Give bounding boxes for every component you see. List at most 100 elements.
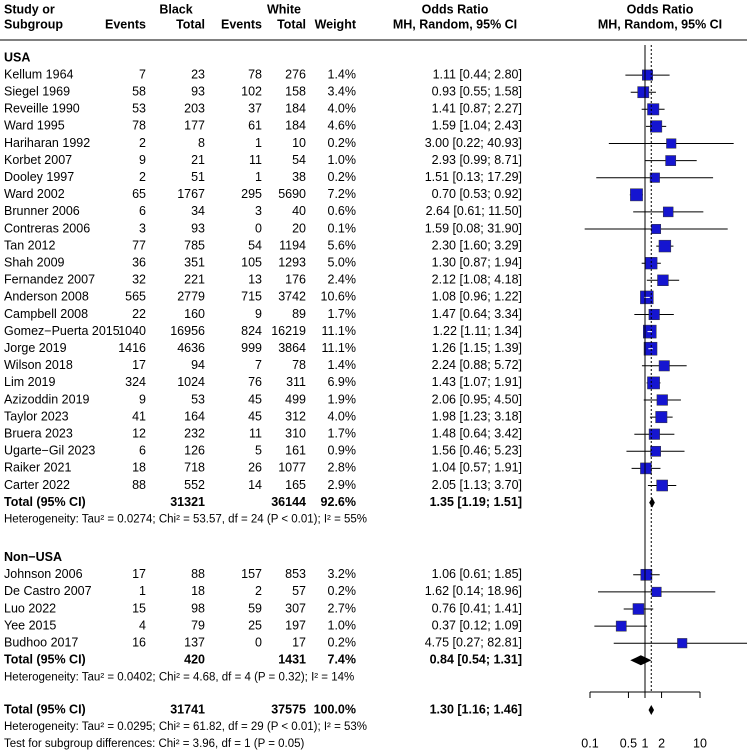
odds-ratio: 1.47 [0.64; 3.34]	[432, 307, 522, 321]
weight: 11.1%	[321, 341, 356, 355]
odds-ratio: 4.75 [0.27; 82.81]	[425, 635, 522, 649]
study-square	[658, 360, 670, 372]
black-total: 31741	[170, 702, 205, 716]
black-total: 420	[184, 653, 205, 667]
study-name: Wilson 2018	[4, 358, 73, 372]
weight: 4.6%	[328, 119, 357, 133]
black-events: 53	[132, 102, 146, 116]
white-events: 999	[241, 341, 262, 355]
study-square	[645, 257, 658, 270]
white-events: 61	[248, 119, 262, 133]
odds-ratio: 1.56 [0.46; 5.23]	[432, 444, 522, 458]
white-total: 1077	[278, 461, 306, 475]
study-square	[640, 462, 652, 475]
white-events: 45	[248, 409, 262, 423]
weight: 0.2%	[328, 635, 357, 649]
black-events: 565	[125, 290, 146, 304]
x-tick-label: 2	[658, 736, 665, 750]
white-events: 54	[248, 238, 262, 252]
black-events: 22	[132, 307, 146, 321]
weight: 0.2%	[328, 584, 357, 598]
black-total: 160	[184, 307, 205, 321]
white-total: 36144	[271, 495, 306, 509]
weight: 92.6%	[321, 495, 356, 509]
weight: 2.8%	[328, 461, 357, 475]
white-total: 37575	[271, 702, 306, 716]
study-square	[637, 86, 650, 99]
white-total: 3864	[278, 341, 306, 355]
black-events: 2	[139, 170, 146, 184]
study-square	[650, 445, 661, 457]
weight: 4.0%	[328, 102, 357, 116]
odds-ratio: 0.93 [0.55; 1.58]	[432, 84, 522, 98]
white-events: 2	[255, 584, 262, 598]
weight: 1.4%	[328, 67, 357, 81]
odds-ratio: 0.37 [0.12; 1.09]	[432, 618, 522, 632]
study-square	[650, 120, 663, 133]
white-events: 78	[248, 67, 262, 81]
black-events: 6	[139, 444, 146, 458]
black-events: 1	[139, 584, 146, 598]
white-total: 197	[285, 618, 306, 632]
pooled-diamond	[648, 705, 655, 715]
weight: 2.4%	[328, 273, 357, 287]
odds-ratio: 1.41 [0.87; 2.27]	[432, 102, 522, 116]
white-total: 310	[285, 426, 306, 440]
black-total: 718	[184, 461, 205, 475]
white-total: 499	[285, 392, 306, 406]
white-total: 3742	[278, 290, 306, 304]
study-name: Contreras 2006	[4, 221, 90, 235]
study-square	[651, 224, 662, 234]
weight: 10.6%	[321, 290, 356, 304]
study-name: Dooley 1997	[4, 170, 74, 184]
black-total: 53	[191, 392, 205, 406]
white-events: 76	[248, 375, 262, 389]
study-name: Jorge 2019	[4, 341, 67, 355]
white-total: 10	[292, 136, 306, 150]
study-name: Johnson 2006	[4, 567, 83, 581]
study-square	[615, 620, 627, 632]
black-total: 18	[191, 584, 205, 598]
x-tick-label: 0.1	[581, 736, 598, 750]
white-total: 311	[286, 375, 306, 389]
black-events: 3	[139, 221, 146, 235]
white-events: 105	[241, 255, 262, 269]
weight: 3.4%	[328, 84, 357, 98]
study-name: Korbet 2007	[4, 153, 72, 167]
header: Odds Ratio	[422, 2, 489, 16]
black-total: 203	[184, 102, 205, 116]
black-total: 23	[191, 67, 205, 81]
study-name: Raiker 2021	[4, 461, 71, 475]
white-total: 184	[285, 102, 306, 116]
black-total: 31321	[170, 495, 205, 509]
white-total: 165	[285, 478, 306, 492]
pooled-diamond	[649, 497, 655, 508]
odds-ratio: 1.30 [0.87; 1.94]	[432, 255, 522, 269]
black-events: 32	[132, 273, 146, 287]
weight: 1.7%	[328, 426, 357, 440]
black-total: 1767	[177, 187, 205, 201]
odds-ratio: 2.06 [0.95; 4.50]	[432, 392, 522, 406]
study-square	[642, 69, 653, 81]
study-square	[648, 308, 660, 321]
black-events: 4	[139, 618, 146, 632]
weight: 100.0%	[314, 702, 356, 716]
white-events: 26	[248, 461, 262, 475]
x-tick-label: 1	[642, 736, 649, 750]
study-square	[662, 206, 674, 218]
white-events: 7	[255, 358, 262, 372]
heterogeneity: Heterogeneity: Tau² = 0.0402; Chi² = 4.6…	[4, 671, 354, 683]
white-total: 158	[285, 84, 306, 98]
study-name: Azizoddin 2019	[4, 392, 90, 406]
weight: 1.0%	[328, 153, 357, 167]
black-events: 58	[132, 84, 146, 98]
black-events: 65	[132, 187, 146, 201]
study-name: Gomez−Puerta 2015	[4, 324, 120, 338]
white-total: 16219	[271, 324, 306, 338]
header: Events	[221, 17, 262, 31]
black-events: 6	[139, 204, 146, 218]
header: Weight	[315, 17, 357, 31]
study-square	[657, 274, 669, 286]
heterogeneity: Heterogeneity: Tau² = 0.0274; Chi² = 53.…	[4, 514, 367, 526]
study-square	[632, 603, 645, 615]
